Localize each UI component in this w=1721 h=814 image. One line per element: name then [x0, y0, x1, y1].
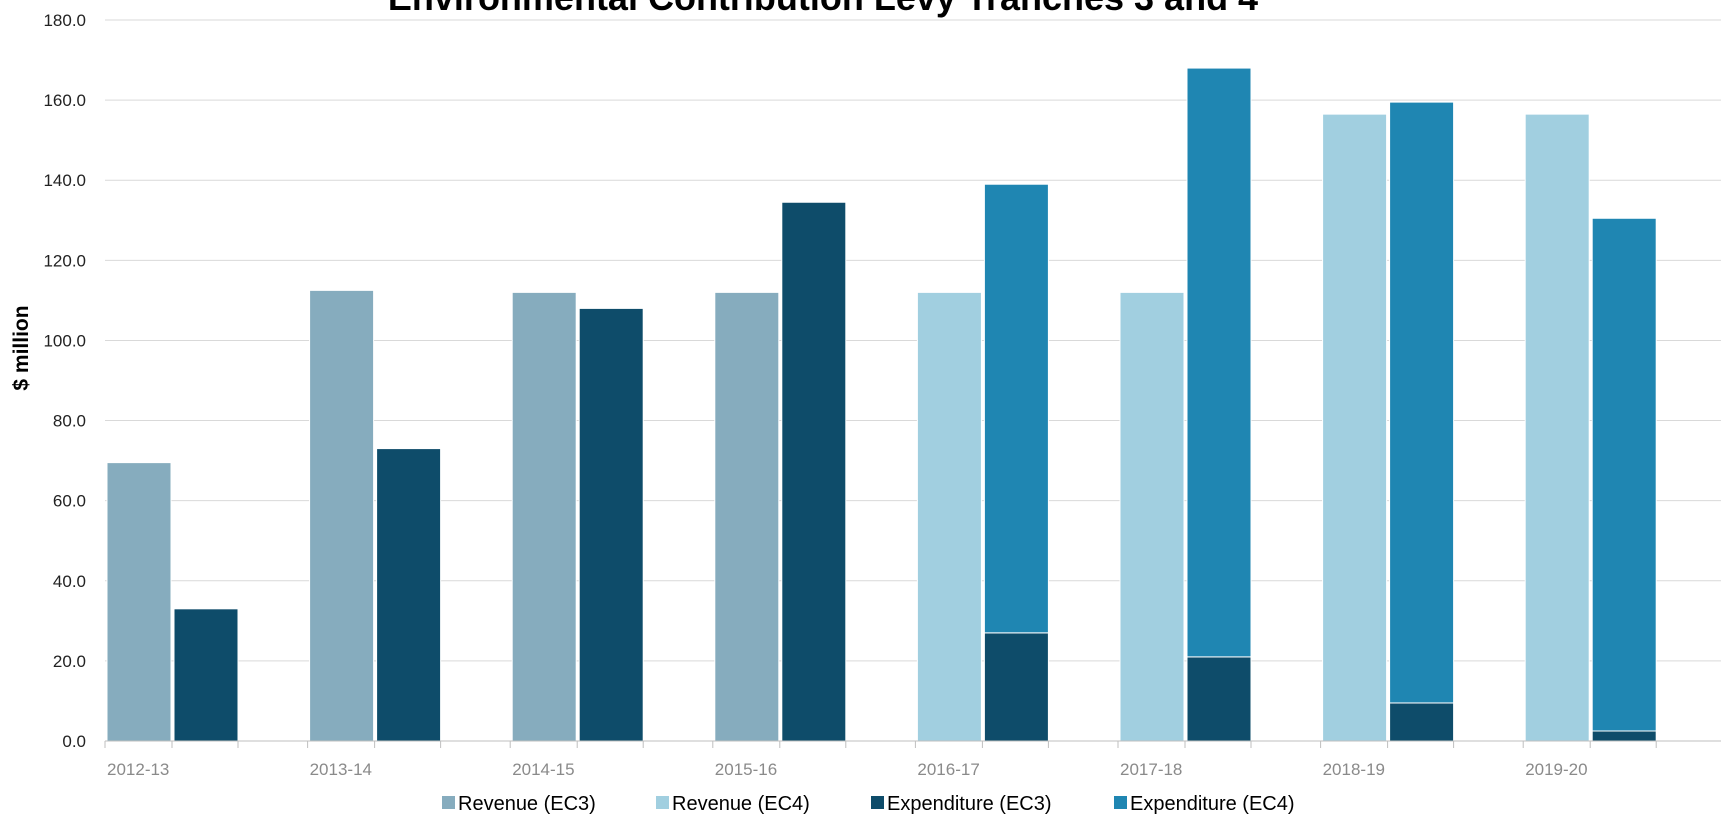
- axes: [104, 740, 1721, 748]
- bar-expenditure-ec3-2013-14: [376, 448, 442, 742]
- bar-expenditure-ec3-2014-15: [578, 307, 644, 742]
- legend-label: Expenditure (EC3): [887, 793, 1052, 814]
- legend-item: Revenue (EC3): [442, 793, 596, 814]
- x-tick-label: 2016-17: [917, 760, 979, 779]
- bar-expenditure-ec4-2018-19: [1389, 101, 1455, 704]
- legend-item: Expenditure (EC3): [871, 793, 1052, 814]
- y-tick-label: 40.0: [53, 572, 86, 591]
- y-tick-label: 100.0: [43, 331, 86, 350]
- y-tick-label: 80.0: [53, 412, 86, 431]
- legend-label: Expenditure (EC4): [1130, 793, 1295, 814]
- x-tick-label: 2012-13: [107, 760, 169, 779]
- legend-swatch: [871, 796, 884, 809]
- bar-expenditure-ec3-2015-16: [781, 201, 847, 742]
- x-tick-label: 2017-18: [1120, 760, 1182, 779]
- bar-expenditure-ec3-2016-17: [983, 632, 1049, 742]
- bar-revenue-ec3-2013-14: [309, 289, 375, 742]
- bar-expenditure-ec3-2012-13: [173, 608, 239, 742]
- bar-revenue-ec3-2012-13: [106, 462, 172, 742]
- bar-expenditure-ec3-2018-19: [1389, 702, 1455, 742]
- bars: [106, 67, 1657, 742]
- x-tick-label: 2019-20: [1525, 760, 1587, 779]
- bar-expenditure-ec4-2016-17: [983, 183, 1049, 634]
- chart-title: Environmental Contribution Levy Tranches…: [388, 0, 1258, 18]
- bar-revenue-ec4-2018-19: [1322, 113, 1388, 742]
- y-tick-label: 140.0: [43, 171, 86, 190]
- bar-expenditure-ec4-2017-18: [1186, 67, 1252, 658]
- x-tick-label: 2013-14: [310, 760, 372, 779]
- legend-swatch: [442, 796, 455, 809]
- y-tick-label: 0.0: [62, 732, 86, 751]
- x-tick-label: 2018-19: [1323, 760, 1385, 779]
- bar-expenditure-ec3-2019-20: [1591, 730, 1657, 742]
- x-tick-label: 2014-15: [512, 760, 574, 779]
- y-tick-labels: 0.0 20.0 40.0 60.0 80.0 100.0 120.0 140.0 160.0 1…: [43, 11, 86, 751]
- legend-label: Revenue (EC4): [672, 793, 810, 814]
- legend-swatch: [656, 796, 669, 809]
- legend: Revenue (EC3) Revenue (EC4) Expenditure (E…: [442, 793, 1295, 814]
- legend-item: Expenditure (EC4): [1114, 793, 1295, 814]
- gridlines: [105, 19, 1721, 662]
- bar-expenditure-ec4-2019-20: [1591, 217, 1657, 732]
- bar-revenue-ec4-2017-18: [1119, 291, 1185, 742]
- bar-revenue-ec3-2015-16: [714, 291, 780, 742]
- y-axis-label: $ million: [10, 305, 33, 390]
- y-tick-label: 20.0: [53, 652, 86, 671]
- legend-item: Revenue (EC4): [656, 793, 810, 814]
- x-tick-label: 2015-16: [715, 760, 777, 779]
- y-tick-label: 120.0: [43, 251, 86, 270]
- bar-revenue-ec4-2016-17: [916, 291, 982, 742]
- y-tick-label: 180.0: [43, 11, 86, 30]
- x-tick-labels: 2012-13 2013-14 2014-15 2015-16 2016-17 2017-…: [107, 760, 1588, 779]
- y-tick-label: 160.0: [43, 91, 86, 110]
- legend-label: Revenue (EC3): [458, 793, 596, 814]
- y-tick-label: 60.0: [53, 492, 86, 511]
- bar-revenue-ec3-2014-15: [511, 291, 577, 742]
- bar-expenditure-ec3-2017-18: [1186, 656, 1252, 742]
- legend-swatch: [1114, 796, 1127, 809]
- bar-revenue-ec4-2019-20: [1524, 113, 1590, 742]
